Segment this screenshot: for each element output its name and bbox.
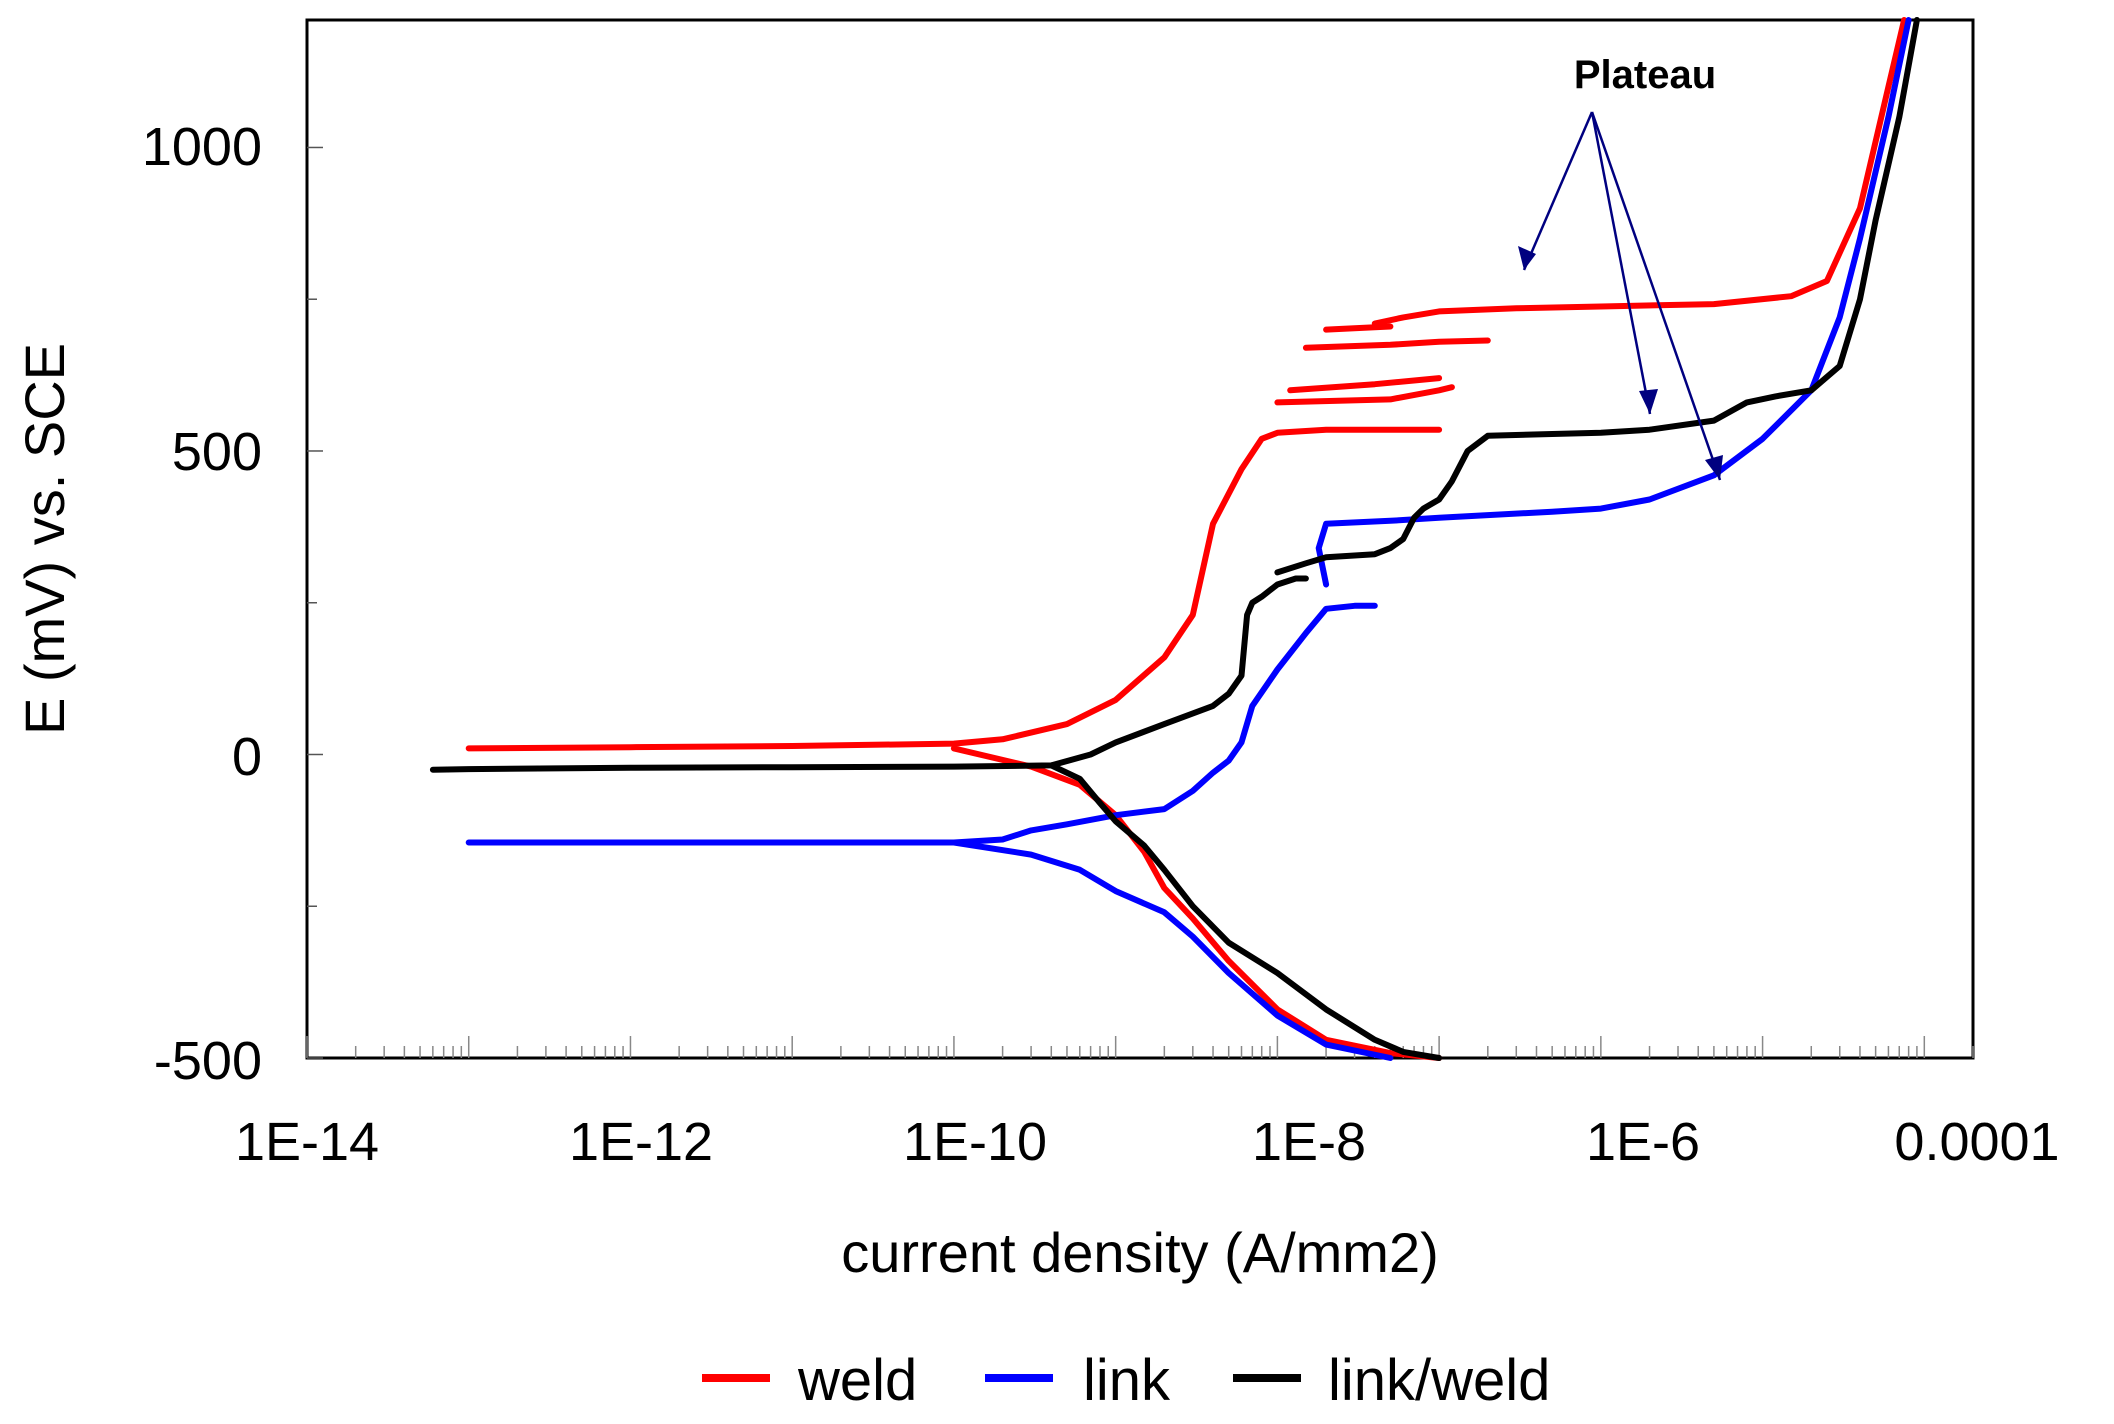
y-tick-labels: -500 0 500 1000 — [142, 117, 262, 1091]
x-minor-ticks — [306, 1036, 1974, 1058]
legend-item-link: link — [985, 1348, 1171, 1413]
series-group — [429, 17, 1920, 1061]
series-line-link — [1315, 17, 1912, 588]
x-tick-label: 1E-14 — [235, 1112, 379, 1172]
x-tick-label: 1E-10 — [903, 1112, 1047, 1172]
series-line-link — [950, 839, 1394, 1061]
x-axis-title: current density (A/mm2) — [841, 1221, 1439, 1284]
legend-item-weld: weld — [702, 1348, 917, 1413]
y-tick-label: -500 — [154, 1031, 262, 1091]
legend-item-link-weld: link/weld — [1233, 1348, 1550, 1413]
x-tick-labels: 1E-14 1E-12 1E-10 1E-8 1E-6 0.0001 — [235, 1112, 2060, 1172]
series-line-weld — [465, 426, 1443, 752]
series-line-weld — [1274, 384, 1455, 406]
y-tick-label: 1000 — [142, 117, 262, 177]
x-tick-label: 0.0001 — [1894, 1112, 2059, 1172]
y-tick-label: 500 — [172, 422, 262, 482]
series-line-weld — [1287, 375, 1443, 394]
legend-label-weld: weld — [797, 1348, 917, 1413]
legend-label-link: link — [1083, 1348, 1171, 1413]
series-line-link-weld — [1274, 17, 1920, 576]
plateau-annotation: Plateau — [1518, 53, 1723, 481]
annotation-arrow — [1522, 111, 1722, 481]
y-ticks — [307, 146, 323, 1059]
legend: weld link link/weld — [702, 1348, 1550, 1413]
annotation-arrowheads — [1518, 246, 1723, 480]
legend-label-link-weld: link/weld — [1328, 1348, 1550, 1413]
series-line-weld — [950, 745, 1443, 1061]
annotation-label: Plateau — [1574, 53, 1716, 97]
x-tick-label: 1E-6 — [1586, 1112, 1700, 1172]
series-line-weld — [1371, 17, 1908, 327]
series-line-weld — [1302, 337, 1491, 351]
x-tick-label: 1E-8 — [1252, 1112, 1366, 1172]
series-line-weld — [1323, 323, 1394, 333]
series-line-link-weld — [429, 575, 1309, 773]
y-tick-label: 0 — [232, 727, 262, 787]
y-axis-title: E (mV) vs. SCE — [13, 343, 76, 735]
x-tick-label: 1E-12 — [569, 1112, 713, 1172]
series-line-link-weld — [1048, 762, 1443, 1061]
plot-area — [305, 18, 1975, 1060]
